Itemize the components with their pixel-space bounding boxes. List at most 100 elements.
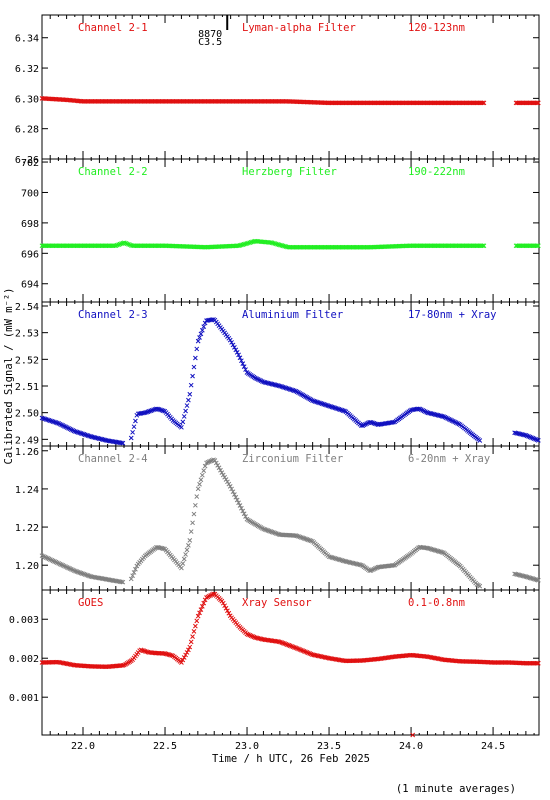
y-tick-label: 2.50: [15, 409, 39, 420]
data-point: [477, 438, 483, 443]
x-tick-label: 22.0: [71, 741, 95, 752]
data-point: [147, 408, 152, 414]
data-point: [216, 465, 222, 471]
data-point: [213, 460, 219, 466]
wavelength-band: 17-80nm + Xray: [408, 309, 497, 321]
data-point: [77, 430, 82, 436]
data-point: [480, 100, 485, 106]
data-point: [131, 424, 137, 430]
data-point: [193, 502, 198, 508]
data-point: [179, 424, 184, 430]
data-point: [133, 418, 138, 424]
wavelength-band: 120-123nm: [408, 22, 465, 34]
data-point: [184, 547, 190, 553]
data-point: [188, 382, 194, 388]
data-point: [186, 397, 191, 403]
x-tick-label: 22.5: [153, 741, 177, 752]
data-point: [53, 420, 59, 425]
data-point: [198, 331, 204, 337]
data-point: [234, 350, 240, 355]
data-point: [190, 373, 195, 379]
data-point: [128, 435, 134, 441]
data-point: [301, 648, 307, 654]
data-point: [85, 573, 91, 578]
data-point: [286, 642, 292, 648]
data-point: [223, 477, 229, 482]
data-point: [82, 572, 88, 577]
data-point: [233, 494, 239, 500]
data-point: [535, 243, 541, 249]
channel-name: Channel 2-2: [78, 166, 148, 178]
data-point: [117, 241, 123, 247]
data-point: [307, 537, 313, 543]
data-point: [219, 470, 225, 476]
data-point: [187, 644, 193, 650]
data-point: [82, 432, 88, 438]
data-point: [301, 536, 307, 541]
panel-frame-2: [41, 158, 540, 303]
data-point: [424, 409, 430, 415]
data-point: [285, 642, 290, 648]
filter-name: Aluminium Filter: [242, 309, 343, 321]
data-point: [243, 514, 248, 519]
averaging-note: (1 minute averages): [396, 783, 516, 795]
data-point: [305, 650, 311, 656]
data-point: [133, 566, 138, 572]
filter-name: Lyman-alpha Filter: [242, 22, 356, 34]
data-point: [190, 634, 195, 639]
data-point: [481, 100, 487, 106]
data-point: [535, 660, 541, 666]
data-point: [321, 401, 326, 407]
data-point: [212, 458, 218, 463]
data-point: [179, 660, 184, 665]
data-point: [194, 494, 200, 499]
data-point: [534, 660, 540, 666]
filter-name: Xray Sensor: [242, 597, 312, 609]
data-point: [84, 572, 89, 578]
data-point: [282, 385, 287, 390]
data-point: [160, 546, 166, 551]
data-point: [128, 576, 134, 582]
data-point: [292, 645, 297, 650]
data-point: [39, 415, 45, 421]
data-point: [187, 391, 193, 397]
data-point: [198, 607, 204, 612]
y-axis-label: Calibrated Signal / (mW m⁻²): [3, 287, 15, 464]
data-point: [293, 533, 299, 538]
y-tick-label: 694: [21, 280, 39, 291]
data-point: [287, 387, 293, 392]
data-point: [278, 639, 283, 645]
data-point: [120, 579, 126, 585]
data-point: [151, 407, 156, 413]
data-point: [116, 242, 122, 248]
data-point: [271, 530, 276, 535]
y-tick-label: 6.34: [15, 34, 39, 45]
data-point: [261, 526, 267, 532]
data-point: [234, 497, 240, 503]
data-point: [307, 651, 313, 656]
data-point: [477, 583, 483, 589]
channel-name: Channel 2-3: [78, 309, 148, 321]
data-point: [241, 364, 247, 369]
data-point: [156, 407, 162, 412]
x-axis-label: Time / h UTC, 26 Feb 2025: [212, 753, 370, 765]
data-point: [276, 639, 282, 645]
data-point: [390, 419, 396, 425]
data-point: [534, 243, 540, 249]
data-point: [297, 647, 303, 652]
data-point: [272, 530, 278, 536]
data-point: [310, 398, 315, 403]
data-point: [193, 623, 198, 629]
data-point: [218, 467, 223, 473]
data-point: [84, 432, 89, 438]
data-point: [280, 640, 286, 646]
data-point: [303, 536, 308, 542]
data-point: [439, 413, 445, 419]
data-point: [335, 406, 340, 412]
data-point: [81, 431, 87, 437]
y-tick-label: 6.30: [15, 94, 39, 105]
data-point: [312, 399, 318, 404]
data-point: [305, 537, 311, 543]
data-point: [535, 438, 541, 443]
data-point: [317, 400, 322, 406]
